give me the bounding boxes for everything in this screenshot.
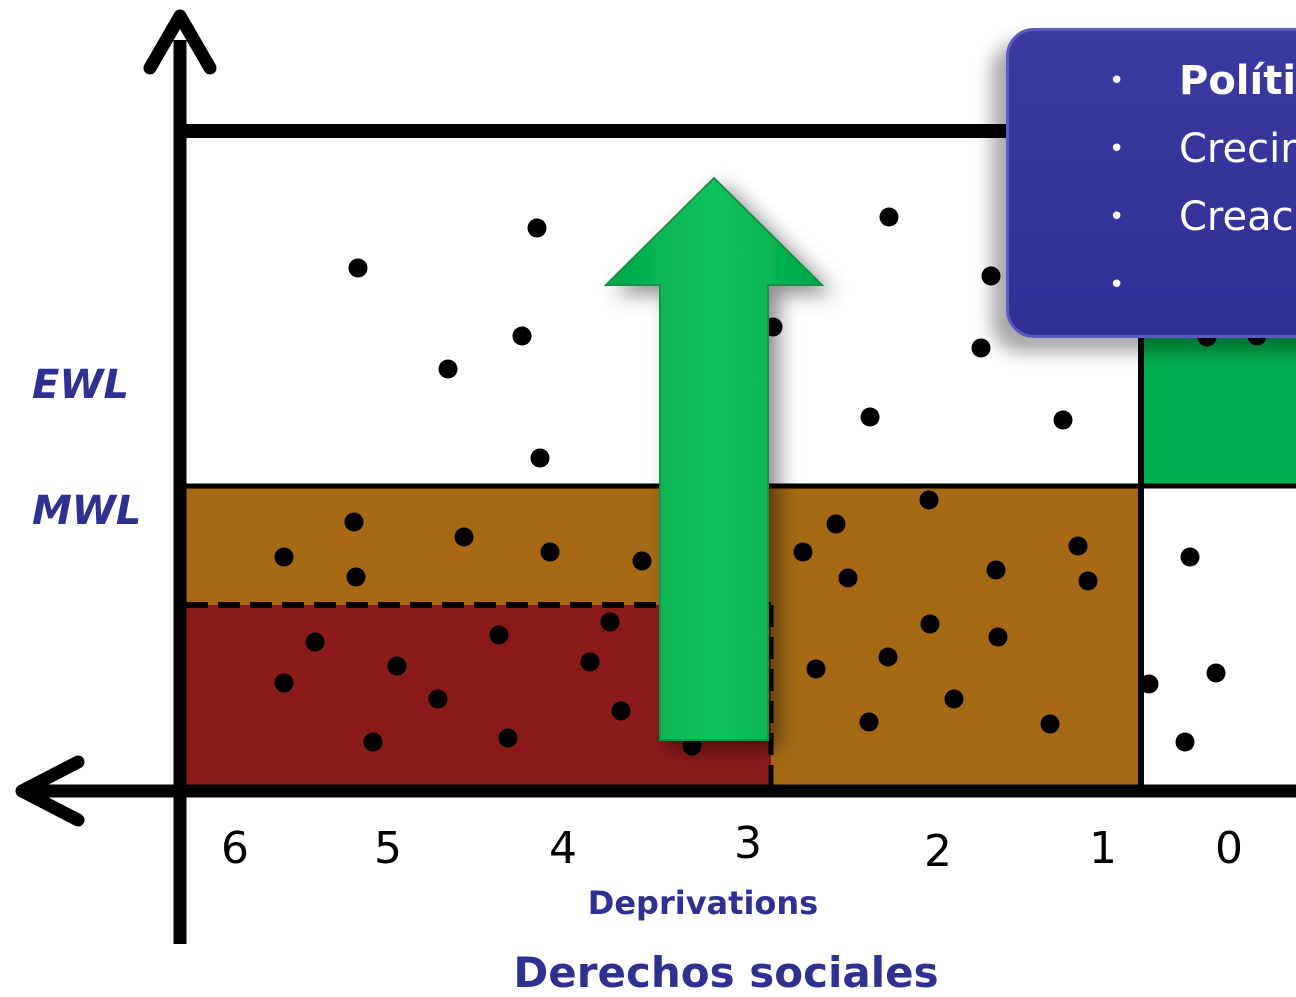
population-dot — [919, 490, 939, 510]
callout-item: • Creac — [1009, 187, 1296, 255]
population-dot — [344, 512, 364, 532]
population-dot — [305, 632, 325, 652]
bullet-icon: • — [1109, 202, 1125, 232]
population-dot — [981, 266, 1001, 286]
population-dot — [806, 659, 826, 679]
population-dot — [1078, 571, 1098, 591]
x-tick-0: 0 — [1215, 823, 1243, 874]
population-dot — [878, 647, 898, 667]
population-dot — [1180, 547, 1200, 567]
x-axis-title: Derechos sociales — [513, 948, 939, 997]
population-dot — [428, 689, 448, 709]
population-dot — [1139, 674, 1159, 694]
population-dot — [682, 736, 702, 756]
population-dot — [860, 407, 880, 427]
population-dot — [348, 258, 368, 278]
population-dot — [944, 689, 964, 709]
x-axis-arrowhead — [15, 755, 85, 827]
population-dot — [859, 712, 879, 732]
population-dot — [438, 359, 458, 379]
policy-callout: • Políti • Crecir • Creac • — [1006, 28, 1296, 338]
population-dot — [530, 448, 550, 468]
x-tick-5: 5 — [374, 823, 402, 874]
bullet-icon: • — [1109, 134, 1125, 164]
population-dot — [1068, 536, 1088, 556]
population-dot — [611, 701, 631, 721]
callout-item: • — [1009, 255, 1296, 323]
population-dot — [838, 568, 858, 588]
population-dot — [632, 551, 652, 571]
x-axis-sublabel: Deprivations — [587, 884, 819, 922]
x-tick-3: 3 — [734, 818, 762, 869]
population-dot — [1206, 663, 1226, 683]
bullet-icon: • — [1109, 270, 1125, 300]
population-dot — [1175, 732, 1195, 752]
population-dot — [1040, 714, 1060, 734]
population-dot — [920, 614, 940, 634]
population-dot — [986, 560, 1006, 580]
population-dot — [971, 338, 991, 358]
population-dot — [988, 627, 1008, 647]
mwl-label: MWL — [32, 488, 142, 534]
population-dot — [454, 527, 474, 547]
population-dot — [826, 514, 846, 534]
population-dot — [879, 207, 899, 227]
population-dot — [540, 542, 560, 562]
y-axis-arrowhead — [143, 9, 217, 75]
population-dot — [793, 542, 813, 562]
bullet-icon: • — [1109, 66, 1125, 96]
population-dot — [489, 625, 509, 645]
x-tick-1: 1 — [1089, 823, 1117, 874]
population-dot — [387, 656, 407, 676]
green-region — [1141, 325, 1296, 485]
population-dot — [498, 728, 518, 748]
population-dot — [363, 732, 383, 752]
ewl-label: EWL — [32, 362, 129, 408]
population-dot — [346, 567, 366, 587]
population-dot — [600, 612, 620, 632]
x-tick-4: 4 — [549, 823, 577, 874]
population-dot — [512, 326, 532, 346]
population-dot — [527, 218, 547, 238]
callout-item: • Crecir — [1009, 119, 1296, 187]
population-dot — [1053, 410, 1073, 430]
population-dot — [274, 547, 294, 567]
improvement-arrow-icon — [603, 176, 825, 741]
population-dot — [580, 652, 600, 672]
population-dot — [274, 673, 294, 693]
x-tick-2: 2 — [924, 826, 952, 877]
x-tick-6: 6 — [221, 823, 249, 874]
callout-item: • Políti — [1009, 51, 1296, 119]
